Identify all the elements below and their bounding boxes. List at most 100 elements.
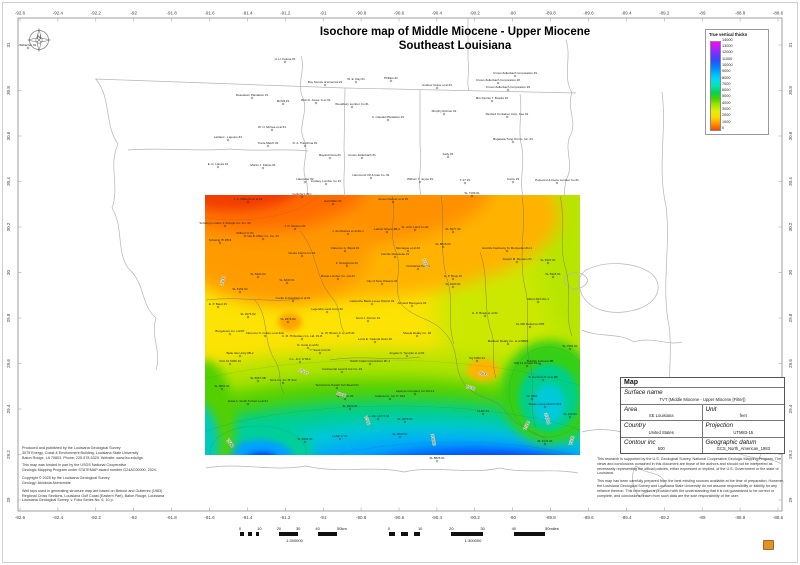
- well-marker: [281, 102, 285, 106]
- well-marker: [376, 417, 380, 421]
- well-marker: [386, 118, 390, 122]
- axis-label-lon-top: -89.6: [583, 11, 594, 16]
- contour-lines: [205, 195, 580, 455]
- contour-label: 10000: [430, 434, 437, 447]
- axis-label-lon-bottom: -92.6: [15, 515, 26, 520]
- legend-value: 10000: [722, 63, 733, 68]
- well-marker: [354, 80, 358, 84]
- scalebar-segment: [451, 532, 483, 536]
- well-label: Boy Scouts of America #1: [308, 80, 343, 84]
- well-label: Hampster #2: [296, 177, 314, 181]
- well-marker: [505, 249, 509, 253]
- well-marker: [325, 310, 329, 314]
- well-label: SL 1991: [526, 394, 537, 398]
- well-label: Trans-Match #1: [258, 141, 279, 145]
- well-label: Legendre Land Corp #2: [311, 307, 343, 311]
- axis-label-lon-bottom: -90.2: [470, 515, 481, 520]
- well-label: Ladner Moore #B-2: [374, 227, 400, 231]
- axis-label-lat-left: 29.8: [6, 313, 11, 322]
- scalebar-segment: [240, 532, 244, 536]
- axis-label-lon-top: -89.4: [621, 11, 632, 16]
- axis-label-lon-top: -89.8: [545, 11, 556, 16]
- well-marker: [373, 340, 377, 344]
- well-label: J. R. Rolston #1: [284, 224, 306, 228]
- legend-value: 9000: [722, 69, 731, 74]
- well-label: SL 330 Delacroix #56: [516, 322, 545, 326]
- unit-value: feet: [739, 413, 747, 418]
- legend-value: 14000: [722, 37, 733, 42]
- well-marker: [350, 105, 354, 109]
- well-label: E. P. Brady et al #2: [472, 311, 498, 315]
- well-marker: [366, 319, 370, 323]
- well-label: R. Kurst et al #1: [297, 343, 319, 347]
- well-marker: [389, 79, 393, 83]
- well-label: J. de Mestres et al #A-1: [332, 229, 364, 233]
- well-marker: [281, 381, 285, 385]
- credits-block: Produced and published by the Louisiana …: [22, 446, 180, 506]
- legend-value: 7000: [722, 81, 731, 86]
- well-label: C. M. Thibodaux Co. Ltd. #1-B: [282, 334, 322, 338]
- well-label: Murphy Rohner #1: [432, 109, 457, 113]
- well-label: SL 3075 #1: [397, 417, 413, 421]
- well-marker: [303, 144, 307, 148]
- well-label: Terrebonne Parish Sch Board #1: [315, 383, 359, 387]
- well-label: H. H. Felusa #1: [275, 57, 296, 61]
- corner-logo-icon: [763, 540, 774, 550]
- well-label: Camille Rousseau #1: [381, 252, 410, 256]
- well-marker: [343, 397, 347, 401]
- country-label: Country: [624, 422, 646, 429]
- axis-label-lon-bottom: -89.8: [545, 515, 556, 520]
- scalebar-segment: [413, 532, 421, 536]
- well-label: Sheela Realty Co. #2: [403, 331, 432, 335]
- legend-value-labels: 14000 13000 12000 11000 10000 9000 8000 7000 600…: [722, 37, 758, 131]
- well-marker: [568, 347, 572, 351]
- well-label: Clarence G. Bayol #1: [331, 246, 360, 250]
- well-label: SL 5977 #2: [445, 227, 461, 231]
- axis-label-lat-left: 30.6: [6, 131, 11, 140]
- well-marker: [541, 378, 545, 382]
- axis-label-lat-left: 30.4: [6, 177, 11, 186]
- well-marker: [336, 277, 340, 281]
- well-label: SL 8334 #1: [297, 437, 313, 441]
- contour-label: 7500: [568, 435, 575, 446]
- well-label: 'Y' Sand Unit #1: [309, 348, 331, 352]
- projection-label: Projection: [705, 422, 734, 429]
- well-marker: [303, 180, 307, 184]
- well-label: McGill #1: [277, 99, 290, 103]
- well-marker: [256, 379, 260, 383]
- axis-label-lon-bottom: -91.2: [280, 515, 291, 520]
- well-marker: [314, 101, 318, 105]
- legend-value: 0: [722, 125, 725, 130]
- well-label: Kelly #1: [443, 152, 454, 156]
- axis-label-lat-left: 30.2: [6, 222, 11, 231]
- well-label: Rosedown Plantation #1: [236, 93, 269, 97]
- well-marker: [543, 442, 547, 446]
- well-marker: [496, 81, 500, 85]
- well-marker: [243, 234, 247, 238]
- scalebar-segment: [513, 532, 545, 536]
- well-marker: [380, 282, 384, 286]
- axis-label-lon-top: -90.8: [356, 11, 367, 16]
- well-marker: [286, 320, 290, 324]
- contour-label: 7500: [465, 384, 476, 391]
- map-frame: [17, 17, 783, 512]
- credits-publisher: Produced and published by the Louisiana …: [22, 446, 143, 460]
- well-label: Schwing 'B' #B-5: [209, 238, 232, 242]
- projection-value: UTM83-15: [733, 429, 754, 435]
- axis-label-lon-top: -92.2: [91, 11, 102, 16]
- axis-label-lat-right: 29.8: [788, 313, 793, 322]
- well-label: Currie #1: [507, 177, 520, 181]
- axis-label-lon-bottom: -89: [699, 515, 706, 520]
- well-marker: [261, 237, 265, 241]
- well-label: Joseph M. Menaco #1: [502, 257, 532, 261]
- well-marker: [228, 332, 232, 336]
- axis-label-lat-left: 29.4: [6, 404, 11, 413]
- well-marker: [228, 362, 232, 366]
- well-marker: [226, 138, 230, 142]
- well-marker: [338, 437, 342, 441]
- area-value: SE Louisiana: [648, 413, 674, 418]
- axis-label-lon-bottom: -91: [320, 515, 327, 520]
- well-marker: [446, 155, 450, 159]
- well-marker: [415, 334, 419, 338]
- scalebar-segment: [278, 532, 299, 536]
